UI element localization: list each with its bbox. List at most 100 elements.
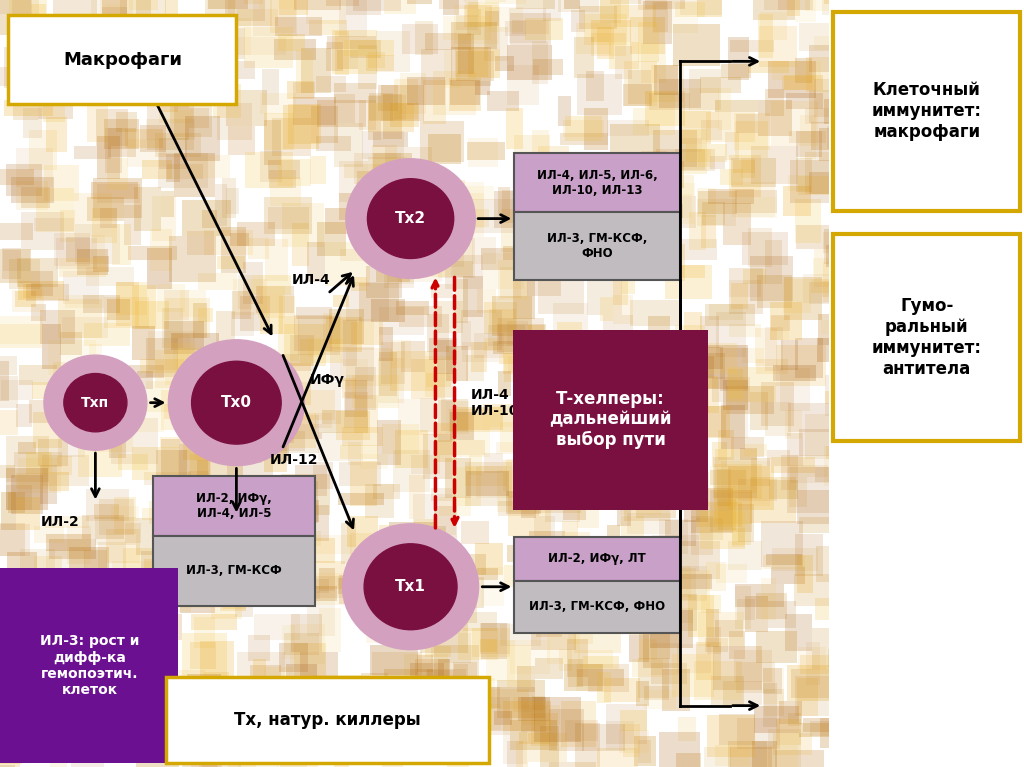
Text: ИФγ: ИФγ bbox=[310, 373, 345, 387]
FancyBboxPatch shape bbox=[341, 523, 355, 565]
FancyBboxPatch shape bbox=[129, 365, 164, 378]
FancyBboxPatch shape bbox=[296, 50, 312, 94]
FancyBboxPatch shape bbox=[370, 93, 393, 120]
FancyBboxPatch shape bbox=[32, 382, 65, 400]
FancyBboxPatch shape bbox=[264, 114, 294, 150]
FancyBboxPatch shape bbox=[844, 166, 866, 208]
FancyBboxPatch shape bbox=[822, 281, 848, 297]
FancyBboxPatch shape bbox=[628, 513, 672, 534]
FancyBboxPatch shape bbox=[549, 407, 588, 449]
FancyBboxPatch shape bbox=[655, 149, 705, 170]
FancyBboxPatch shape bbox=[417, 179, 465, 199]
FancyBboxPatch shape bbox=[342, 378, 355, 398]
FancyBboxPatch shape bbox=[182, 633, 226, 677]
FancyBboxPatch shape bbox=[66, 22, 99, 47]
FancyBboxPatch shape bbox=[639, 639, 657, 660]
FancyBboxPatch shape bbox=[301, 499, 318, 522]
FancyBboxPatch shape bbox=[205, 0, 236, 15]
FancyBboxPatch shape bbox=[402, 24, 437, 54]
FancyBboxPatch shape bbox=[8, 492, 25, 512]
Text: Гумо-
ральный
иммунитет:
антитела: Гумо- ральный иммунитет: антитела bbox=[871, 298, 982, 377]
FancyBboxPatch shape bbox=[220, 598, 246, 611]
FancyBboxPatch shape bbox=[503, 700, 551, 731]
FancyBboxPatch shape bbox=[143, 472, 190, 486]
FancyBboxPatch shape bbox=[167, 71, 215, 91]
FancyBboxPatch shape bbox=[434, 742, 462, 763]
FancyBboxPatch shape bbox=[78, 249, 109, 275]
FancyBboxPatch shape bbox=[534, 574, 572, 589]
Circle shape bbox=[343, 524, 478, 650]
FancyBboxPatch shape bbox=[89, 344, 102, 387]
FancyBboxPatch shape bbox=[553, 303, 588, 341]
FancyBboxPatch shape bbox=[340, 360, 368, 389]
FancyBboxPatch shape bbox=[435, 577, 484, 608]
FancyBboxPatch shape bbox=[431, 713, 452, 742]
FancyBboxPatch shape bbox=[29, 23, 68, 58]
FancyBboxPatch shape bbox=[22, 679, 56, 694]
FancyBboxPatch shape bbox=[467, 9, 481, 35]
FancyBboxPatch shape bbox=[638, 0, 668, 11]
FancyBboxPatch shape bbox=[49, 539, 96, 559]
FancyBboxPatch shape bbox=[5, 468, 48, 510]
FancyBboxPatch shape bbox=[5, 485, 32, 510]
FancyBboxPatch shape bbox=[678, 717, 696, 741]
FancyBboxPatch shape bbox=[558, 539, 593, 555]
FancyBboxPatch shape bbox=[602, 378, 646, 403]
FancyBboxPatch shape bbox=[71, 728, 103, 767]
FancyBboxPatch shape bbox=[651, 463, 670, 496]
FancyBboxPatch shape bbox=[806, 643, 819, 685]
FancyBboxPatch shape bbox=[575, 548, 590, 583]
FancyBboxPatch shape bbox=[445, 458, 471, 498]
FancyBboxPatch shape bbox=[558, 96, 570, 126]
FancyBboxPatch shape bbox=[660, 352, 679, 389]
FancyBboxPatch shape bbox=[534, 515, 555, 552]
FancyBboxPatch shape bbox=[653, 64, 678, 94]
FancyBboxPatch shape bbox=[489, 407, 534, 426]
FancyBboxPatch shape bbox=[573, 37, 594, 78]
FancyBboxPatch shape bbox=[631, 18, 665, 54]
FancyBboxPatch shape bbox=[797, 678, 818, 716]
FancyBboxPatch shape bbox=[486, 91, 519, 110]
FancyBboxPatch shape bbox=[98, 713, 140, 744]
FancyBboxPatch shape bbox=[384, 563, 430, 586]
FancyBboxPatch shape bbox=[393, 449, 430, 492]
FancyBboxPatch shape bbox=[783, 279, 811, 313]
FancyBboxPatch shape bbox=[537, 594, 561, 637]
FancyBboxPatch shape bbox=[825, 245, 873, 268]
FancyBboxPatch shape bbox=[12, 703, 39, 719]
Circle shape bbox=[346, 159, 475, 278]
FancyBboxPatch shape bbox=[809, 45, 846, 72]
FancyBboxPatch shape bbox=[301, 383, 341, 424]
FancyBboxPatch shape bbox=[456, 686, 482, 713]
FancyBboxPatch shape bbox=[629, 634, 649, 662]
FancyBboxPatch shape bbox=[153, 559, 177, 593]
FancyBboxPatch shape bbox=[425, 357, 452, 397]
FancyBboxPatch shape bbox=[519, 732, 550, 744]
FancyBboxPatch shape bbox=[513, 281, 536, 319]
FancyBboxPatch shape bbox=[204, 672, 229, 698]
FancyBboxPatch shape bbox=[204, 230, 253, 255]
FancyBboxPatch shape bbox=[602, 214, 652, 230]
FancyBboxPatch shape bbox=[302, 390, 335, 420]
FancyBboxPatch shape bbox=[197, 379, 214, 423]
FancyBboxPatch shape bbox=[108, 128, 136, 157]
FancyBboxPatch shape bbox=[249, 576, 270, 590]
FancyBboxPatch shape bbox=[446, 401, 469, 433]
FancyBboxPatch shape bbox=[567, 639, 588, 677]
FancyBboxPatch shape bbox=[339, 161, 368, 202]
FancyBboxPatch shape bbox=[280, 723, 317, 767]
FancyBboxPatch shape bbox=[190, 642, 216, 669]
FancyBboxPatch shape bbox=[683, 88, 719, 128]
FancyBboxPatch shape bbox=[531, 613, 552, 626]
FancyBboxPatch shape bbox=[188, 489, 228, 523]
FancyBboxPatch shape bbox=[214, 384, 245, 420]
FancyBboxPatch shape bbox=[228, 0, 271, 26]
FancyBboxPatch shape bbox=[474, 687, 500, 708]
FancyBboxPatch shape bbox=[394, 80, 418, 119]
FancyBboxPatch shape bbox=[213, 84, 242, 117]
FancyBboxPatch shape bbox=[382, 423, 419, 454]
FancyBboxPatch shape bbox=[773, 365, 815, 381]
FancyBboxPatch shape bbox=[535, 697, 582, 742]
FancyBboxPatch shape bbox=[194, 18, 210, 39]
FancyBboxPatch shape bbox=[415, 220, 442, 241]
